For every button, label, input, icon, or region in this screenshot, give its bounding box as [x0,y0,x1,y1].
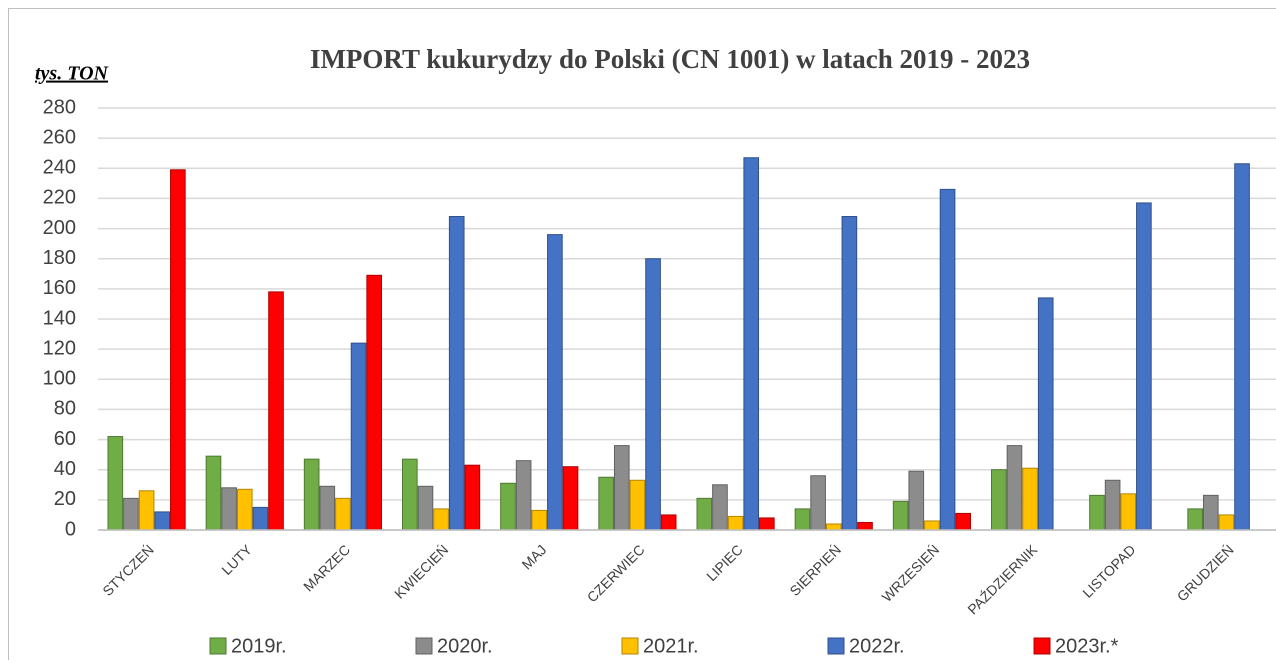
x-tick-label: GRUDZIEŃ [1174,541,1237,604]
bar [744,158,759,530]
bar [728,516,743,530]
bar [139,491,154,530]
x-tick-label: MARZEC [300,541,353,594]
bar [842,217,857,530]
y-tick-label: 20 [54,488,76,510]
bar [956,513,971,530]
legend-label: 2020r. [437,635,493,657]
bar [909,471,924,530]
x-tick-label: MAJ [518,541,549,572]
bar [1007,446,1022,530]
legend-label: 2022r. [849,635,905,657]
y-tick-label: 180 [43,247,76,269]
bar [367,275,382,530]
bar [661,515,676,530]
bar [449,217,464,530]
bar [1105,480,1120,530]
bar [501,483,516,530]
bar [1137,203,1152,530]
bar [760,518,775,530]
bar [336,498,351,530]
bar [304,459,319,530]
bar [1090,495,1105,530]
bar [351,343,366,530]
x-tick-label: STYCZEŃ [99,541,157,599]
bar [237,489,252,530]
bar [811,476,826,530]
x-tick-label: CZERWIEC [584,541,648,605]
legend-label: 2021r. [643,635,699,657]
y-tick-label: 140 [43,307,76,329]
bar [940,189,955,530]
bar [646,259,661,530]
x-tick-label: LISTOPAD [1079,541,1138,600]
bar [563,467,578,530]
bar [403,459,418,530]
bar [630,480,645,530]
bar [614,446,629,530]
y-tick-label: 260 [43,126,76,148]
y-tick-label: 60 [54,428,76,450]
bar [1023,468,1038,530]
bar [1203,495,1218,530]
y-tick-label: 220 [43,187,76,209]
bar [548,235,563,530]
bar [222,488,237,530]
bar [697,498,712,530]
x-tick-label: PAŹDZIERNIK [964,541,1041,618]
legend-label: 2019r. [231,635,287,657]
bar [858,522,873,530]
bar [925,521,940,530]
bar [1188,509,1203,530]
y-tick-label: 280 [43,96,76,118]
x-tick-label: LIPIEC [703,541,746,584]
bar [269,292,284,530]
bar [434,509,449,530]
bar [1219,515,1234,530]
legend-swatch [210,638,226,654]
legend-swatch [622,638,638,654]
bar [893,501,908,530]
chart-title: IMPORT kukurydzy do Polski (CN 1001) w l… [310,44,1030,74]
y-tick-label: 40 [54,458,76,480]
bar [108,437,123,530]
y-tick-label: 100 [43,368,76,390]
bar [826,524,841,530]
bar [465,465,480,530]
y-tick-label: 200 [43,217,76,239]
bar [1121,494,1136,530]
y-tick-label: 80 [54,398,76,420]
bar [206,456,221,530]
legend-label: 2023r.* [1055,635,1119,657]
bar [171,170,186,530]
bar [795,509,810,530]
y-axis-label: tys. TON [35,63,110,85]
x-tick-label: KWIECIEŃ [391,541,451,601]
bar [1235,164,1250,530]
y-tick-label: 120 [43,337,76,359]
legend-swatch [1034,638,1050,654]
x-tick-label: SIERPIEŃ [786,541,844,599]
legend-swatch [416,638,432,654]
bar [713,485,728,530]
legend-swatch [828,638,844,654]
chart-border [9,9,1276,661]
x-tick-label: LUTY [218,541,255,578]
bar [532,510,547,530]
bar [320,486,335,530]
x-tick-label: WRZESIEŃ [879,541,943,605]
bar [516,461,531,530]
bar [599,477,614,530]
bar [1038,298,1053,530]
bar [992,470,1007,530]
y-tick-label: 240 [43,157,76,179]
bar [124,498,139,530]
y-tick-label: 0 [65,518,76,540]
bar [418,486,433,530]
bar [253,507,268,530]
bar [155,512,170,530]
y-tick-label: 160 [43,277,76,299]
